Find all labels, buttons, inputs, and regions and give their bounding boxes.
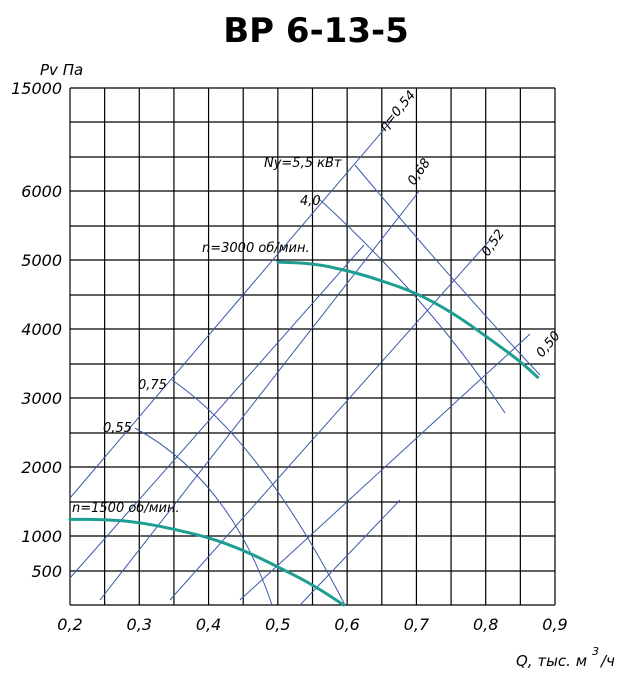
annotation-label: 0,55 xyxy=(103,421,132,436)
x-tick-label: 0,3 xyxy=(127,615,152,634)
power-isoline xyxy=(171,379,346,606)
efficiency-ray xyxy=(99,189,421,601)
annotation-label: 4,0 xyxy=(300,194,321,209)
efficiency-ray xyxy=(169,239,491,601)
y-tick-label: 4000 xyxy=(21,320,62,339)
curves xyxy=(68,260,540,607)
series-line-n1500 xyxy=(68,517,346,607)
annotation-label: Ny=5,5 кВт xyxy=(264,156,342,171)
x-tick-label: 0,5 xyxy=(265,615,290,634)
efficiency-ray xyxy=(69,244,365,579)
annotation-label: 0,75 xyxy=(138,378,167,393)
x-axis-label-main: Q, тыс. м xyxy=(516,652,587,670)
y-tick-label: 15000 xyxy=(11,79,62,98)
efficiency-ray xyxy=(239,333,531,601)
x-tick-label: 0,6 xyxy=(334,615,359,634)
chart-title: ВР 6-13-5 xyxy=(223,11,409,51)
annotation-label: 0,52 xyxy=(479,227,508,259)
y-tick-label: 2000 xyxy=(21,458,62,477)
x-tick-label: 0,9 xyxy=(542,615,567,634)
power-isoline xyxy=(317,197,506,414)
series-line-n3000 xyxy=(276,260,540,379)
power-isoline xyxy=(134,427,273,606)
x-tick-label: 0,2 xyxy=(57,615,82,634)
x-tick-labels: 0,2 0,3 0,4 0,5 0,6 0,7 0,8 0,9 xyxy=(57,615,567,634)
annotation-label: η=0,54 xyxy=(377,88,419,134)
grid xyxy=(69,87,556,606)
y-tick-labels: 15000 6000 5000 4000 3000 2000 1000 500 xyxy=(11,79,62,581)
y-axis-label: Pv Па xyxy=(40,61,83,79)
annotation-label: 0,50 xyxy=(534,329,564,361)
x-axis-label-sup: 3 xyxy=(592,645,599,658)
efficiency-ray xyxy=(69,119,393,499)
x-tick-label: 0,7 xyxy=(404,615,430,634)
annotations: n=3000 об/мин. n=1500 об/мин. η=0,54 0,68 0,… xyxy=(72,88,564,516)
annotation-label: 0,68 xyxy=(405,156,434,188)
y-tick-label: 6000 xyxy=(21,182,62,201)
x-tick-label: 0,8 xyxy=(473,615,498,634)
y-tick-label: 5000 xyxy=(21,251,62,270)
series-label: n=3000 об/мин. xyxy=(202,241,310,256)
y-tick-label: 1000 xyxy=(21,527,62,546)
series-label: n=1500 об/мин. xyxy=(72,501,180,516)
x-tick-label: 0,4 xyxy=(196,615,221,634)
x-axis-label-tail: /ч xyxy=(599,652,615,670)
x-axis-label: Q, тыс. м 3 /ч xyxy=(516,645,615,670)
power-isoline xyxy=(354,164,541,376)
y-tick-label: 500 xyxy=(31,562,62,581)
y-tick-label: 3000 xyxy=(21,389,62,408)
efficiency-ray xyxy=(299,499,401,606)
guide-lines xyxy=(69,119,541,606)
